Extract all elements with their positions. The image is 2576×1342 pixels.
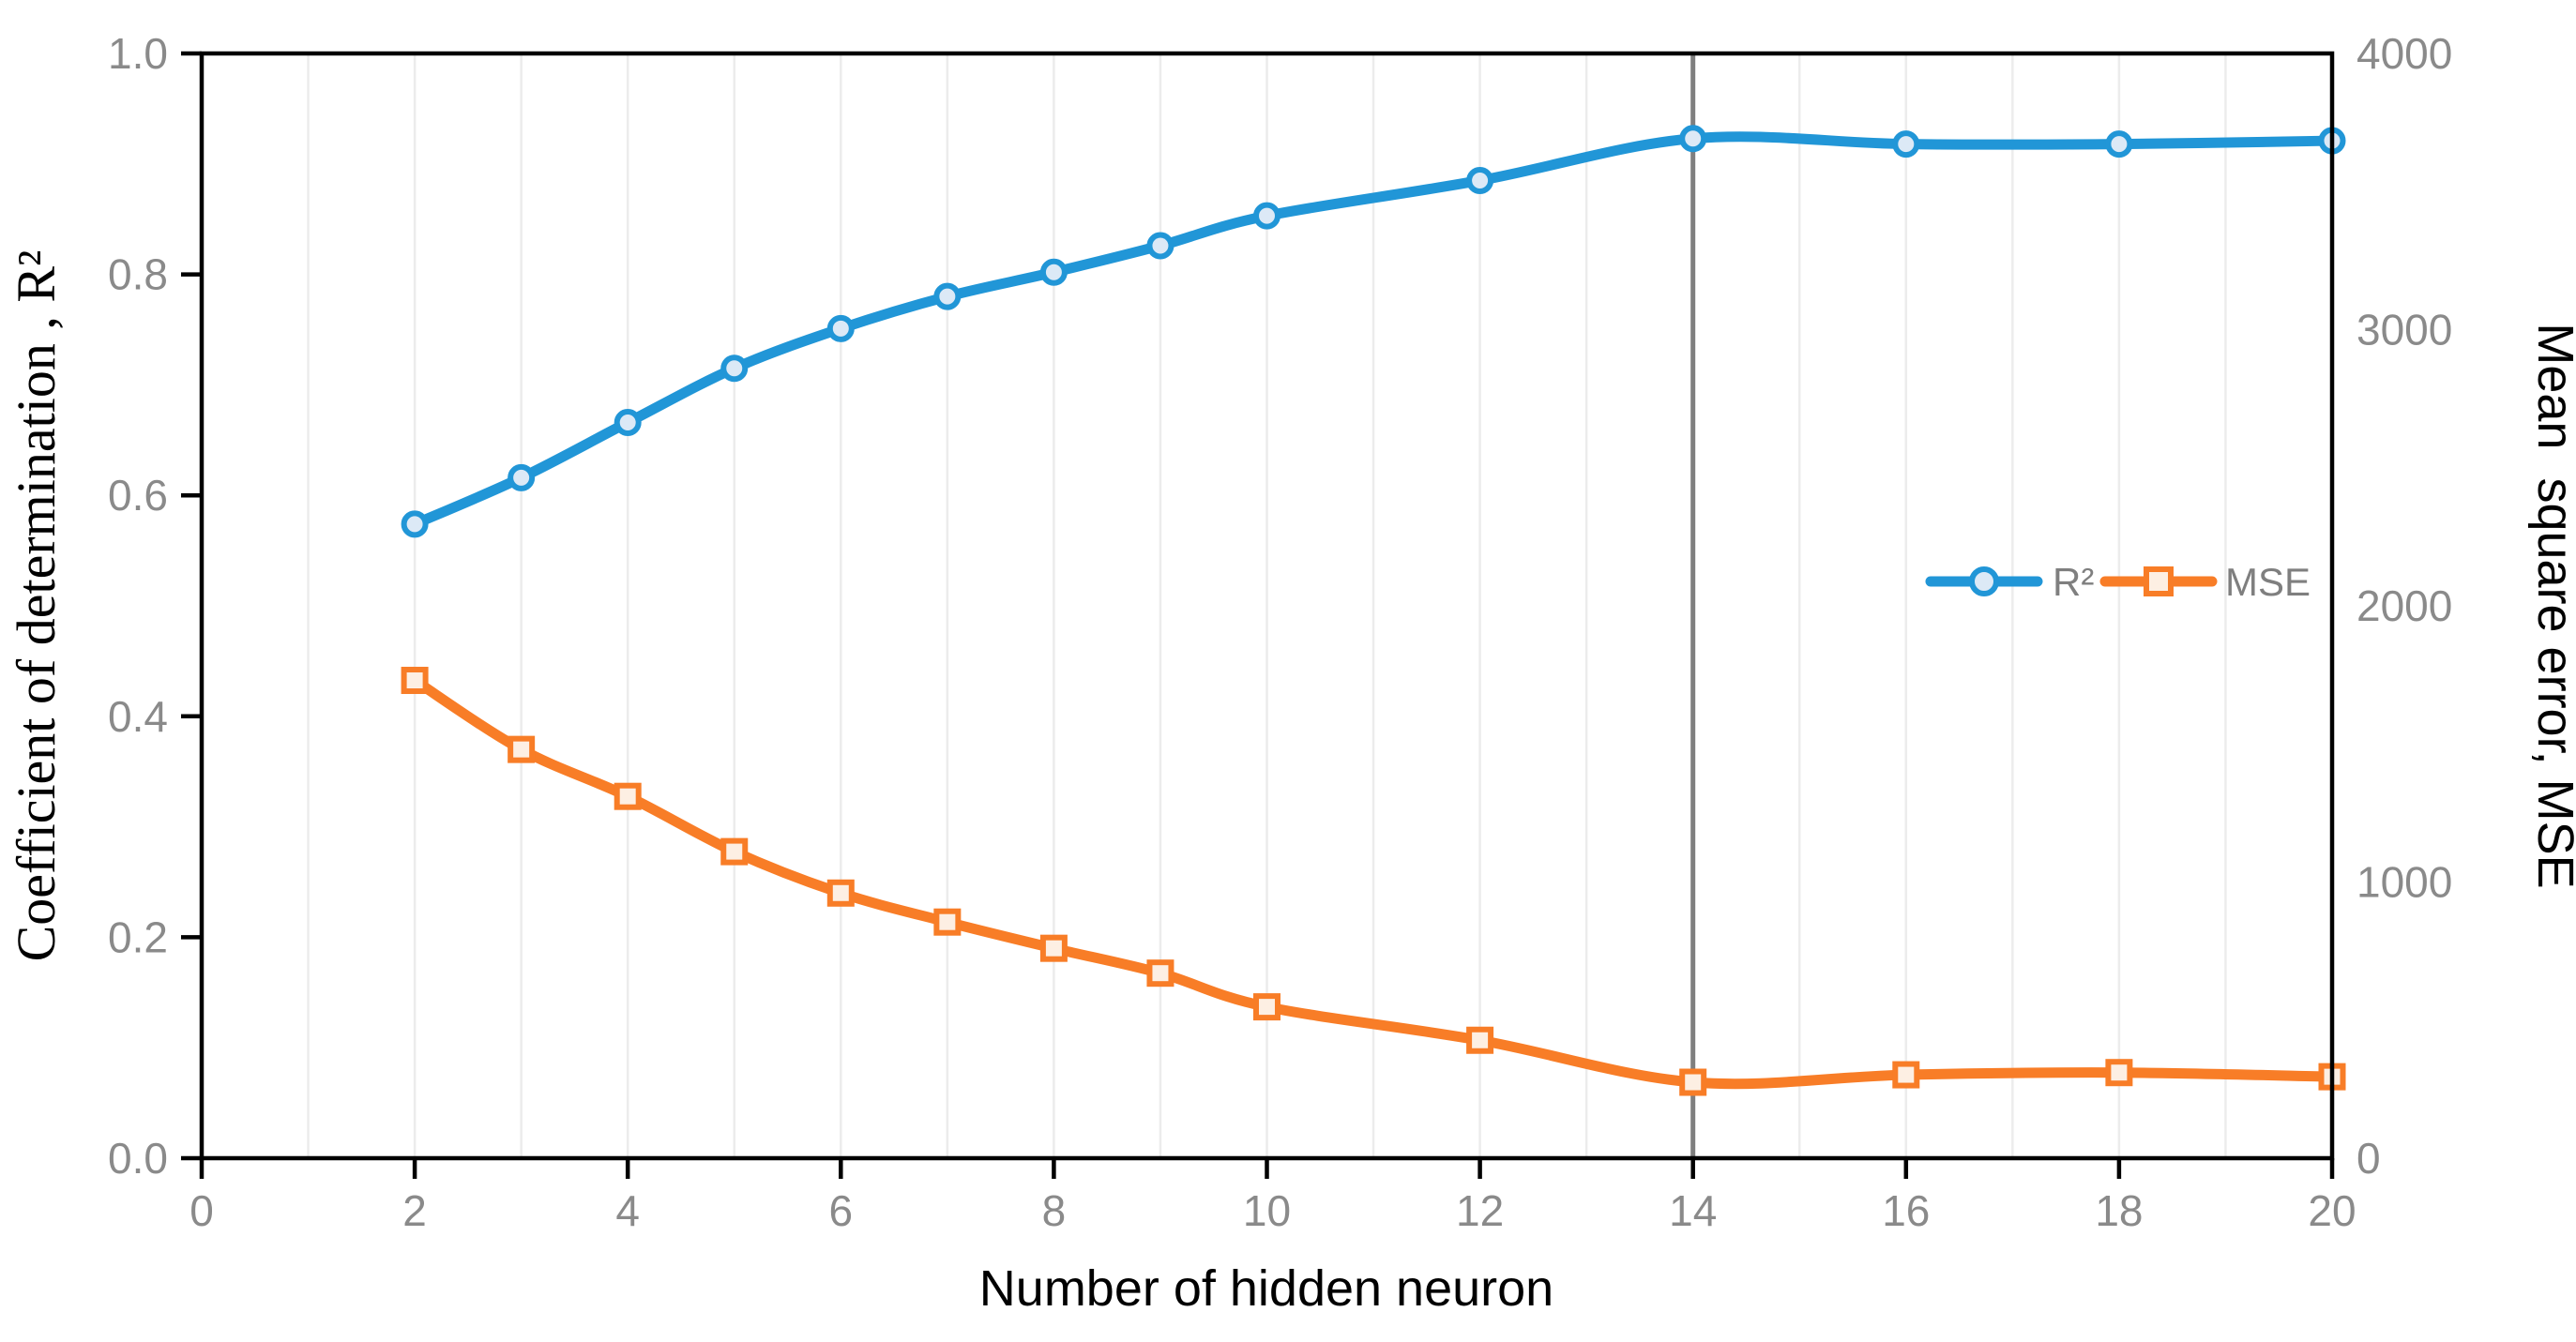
y-left-tick-label-0.0: 0.0	[108, 1134, 168, 1183]
r2-point-x8	[1039, 258, 1068, 286]
mse-point-x9	[1146, 959, 1174, 988]
mse-point-x10	[1253, 993, 1280, 1021]
legend-entry-r2: R²	[1925, 560, 2094, 604]
r2-point-x7	[933, 282, 962, 310]
y-right-tick-label-1000: 1000	[2356, 858, 2452, 907]
x-tick-label-8: 8	[1042, 1186, 1067, 1235]
y-right-tick-label-3000: 3000	[2356, 306, 2452, 354]
r2-point-x3	[508, 463, 536, 491]
axis-tick-marks	[181, 51, 2335, 1179]
x-tick-label-16: 16	[1882, 1186, 1930, 1235]
mse-point-x6	[826, 879, 855, 907]
y-left-tick-label-0.8: 0.8	[108, 250, 168, 299]
r2-legend-label: R²	[2053, 560, 2094, 604]
mse-line	[409, 675, 2338, 1090]
r2-point-x5	[720, 354, 749, 383]
y-left-tick-label-0.6: 0.6	[108, 471, 168, 520]
mse-point-x3	[508, 735, 536, 763]
y-left-tick-label-0.2: 0.2	[108, 912, 168, 961]
r2-line	[409, 131, 2338, 530]
y-left-tick-label-1.0: 1.0	[108, 29, 168, 78]
left-y-axis-title: Coefficient of determination , R²	[6, 250, 67, 962]
r2-point-x16	[1892, 130, 1920, 158]
r2-point-x18	[2105, 130, 2133, 158]
r2-point-x12	[1466, 166, 1494, 194]
y-right-tick-label-4000: 4000	[2356, 29, 2452, 78]
legend-entry-mse: MSE	[2099, 560, 2311, 604]
legend: R² MSE	[1925, 560, 2311, 604]
x-tick-label-20: 20	[2308, 1186, 2356, 1235]
x-tick-label-18: 18	[2095, 1186, 2143, 1235]
y-right-tick-label-2000: 2000	[2356, 581, 2452, 630]
mse-legend-label: MSE	[2225, 560, 2311, 604]
mse-point-x5	[720, 837, 749, 866]
mse-point-x16	[1892, 1061, 1920, 1089]
mse-point-x14	[1679, 1068, 1707, 1096]
axis-tick-labels: 0 2 4 6 8 10 12 14 16 18 20 0.0 0.2 0.4 0.6 0.8 1.0 0 1000…	[108, 29, 2452, 1235]
mse-point-x2	[401, 667, 429, 695]
x-axis-title: Number of hidden neuron	[979, 1260, 1553, 1317]
r2-legend-circle-marker	[1969, 566, 1999, 596]
x-tick-label-14: 14	[1669, 1186, 1717, 1235]
r2-point-x4	[614, 408, 642, 436]
mse-point-x12	[1466, 1026, 1494, 1054]
r2-point-x9	[1146, 232, 1174, 260]
r2-point-x10	[1253, 202, 1280, 230]
x-tick-label-0: 0	[189, 1186, 214, 1235]
x-tick-label-12: 12	[1456, 1186, 1504, 1235]
mse-point-x18	[2105, 1059, 2133, 1087]
x-tick-label-2: 2	[402, 1186, 427, 1235]
mse-legend-square-marker	[2144, 566, 2174, 596]
y-right-tick-label-0: 0	[2356, 1134, 2381, 1183]
r2-point-x2	[401, 510, 429, 538]
right-y-axis-title: Mean square error, MSE	[2527, 323, 2576, 888]
y-left-tick-label-0.4: 0.4	[108, 692, 168, 741]
x-tick-label-4: 4	[615, 1186, 640, 1235]
mse-point-x7	[933, 908, 962, 936]
x-tick-label-10: 10	[1243, 1186, 1291, 1235]
mse-point-x8	[1039, 934, 1068, 962]
r2-point-x14	[1679, 125, 1707, 153]
mse-point-x4	[614, 782, 642, 810]
r2-point-x6	[826, 314, 855, 342]
x-tick-label-6: 6	[829, 1186, 854, 1235]
